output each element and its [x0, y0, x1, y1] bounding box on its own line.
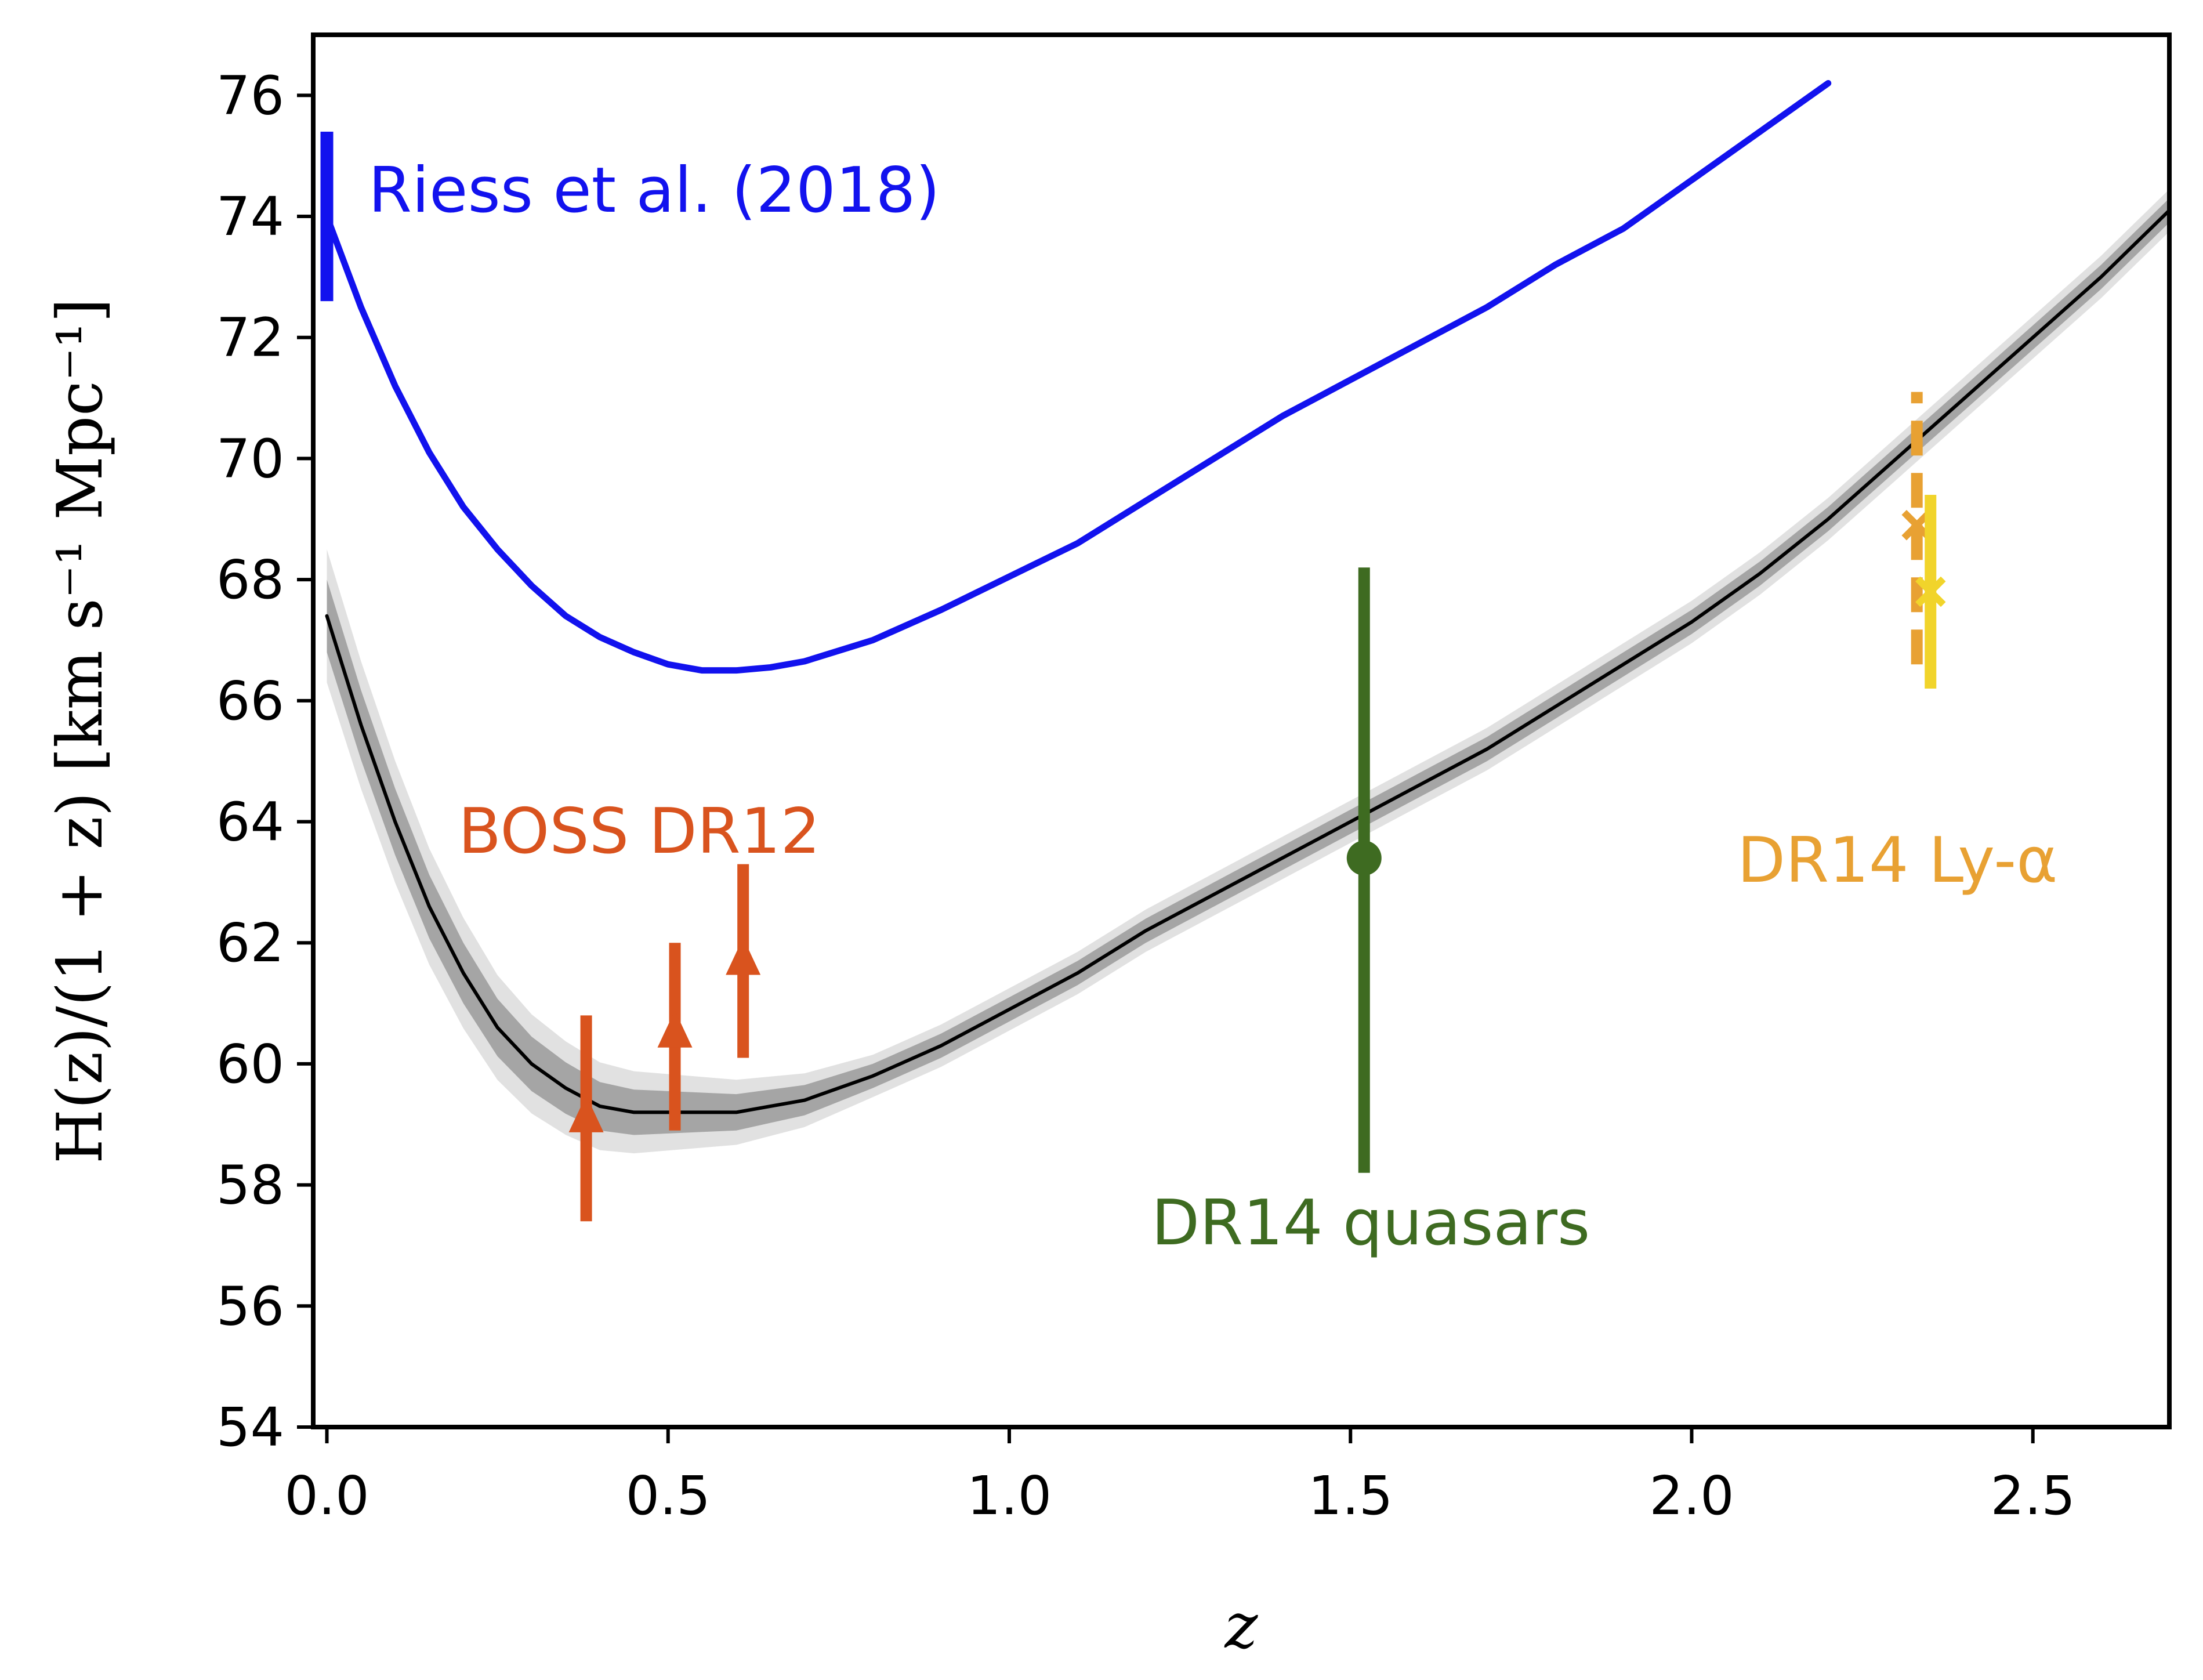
y-tick-label: 68 — [216, 549, 284, 611]
x-axis-title: z — [1224, 1590, 1259, 1663]
axis-ticks: 0.0 0.5 1.0 1.5 2.0 2.5 54 56 58 60 62 64 66 68 70 72 74… — [216, 64, 2075, 1527]
x-tick-label: 2.0 — [1649, 1465, 1734, 1527]
y-tick-label: 76 — [216, 64, 284, 126]
x-tick-label: 0.0 — [284, 1465, 369, 1527]
x-tick-label: 1.5 — [1308, 1465, 1393, 1527]
y-axis-title: H(z)/(1 + z) [km s⁻¹ Mpc⁻¹] — [44, 298, 117, 1164]
y-tick-label: 62 — [216, 912, 284, 974]
riess-model-line — [324, 79, 1832, 674]
y-tick-label: 54 — [216, 1396, 284, 1458]
x-tick-label: 1.0 — [967, 1465, 1052, 1527]
triangle-marker-2 — [726, 937, 761, 975]
annotation-riess: Riess et al. (2018) — [368, 154, 940, 227]
y-tick-label: 74 — [216, 186, 284, 248]
triangle-marker-1 — [657, 1010, 693, 1048]
annotation-dr14-quasars: DR14 quasars — [1151, 1187, 1590, 1259]
y-tick-label: 66 — [216, 670, 284, 732]
y-tick-label: 60 — [216, 1033, 284, 1095]
annotation-dr14-lya: DR14 Ly-α — [1737, 824, 2057, 897]
x-tick-label: 2.5 — [1991, 1465, 2075, 1527]
y-tick-label: 58 — [216, 1154, 284, 1216]
y-tick-label: 56 — [216, 1275, 284, 1337]
y-tick-label: 64 — [216, 791, 284, 853]
circle-marker-3 — [1346, 841, 1382, 876]
plot-frame — [311, 32, 2172, 1429]
best-fit-model-line — [325, 208, 2171, 1114]
annotation-boss-dr12: BOSS DR12 — [458, 795, 820, 868]
y-tick-label: 70 — [216, 428, 284, 490]
x-marker-5 — [1915, 576, 1946, 607]
x-tick-label: 0.5 — [626, 1465, 711, 1527]
triangle-marker-0 — [568, 1095, 604, 1132]
y-tick-label: 72 — [216, 307, 284, 369]
model-curves — [324, 79, 2171, 1114]
data-points — [320, 131, 1946, 1222]
